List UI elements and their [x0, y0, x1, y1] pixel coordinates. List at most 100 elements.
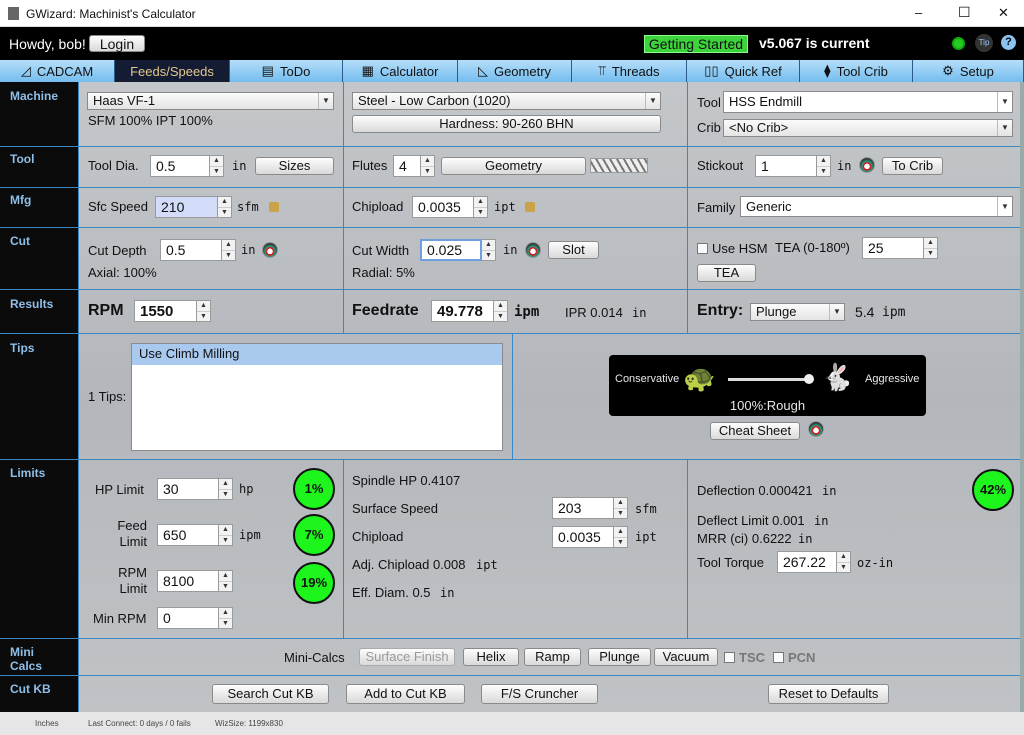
lock-icon[interactable]	[525, 202, 535, 212]
gauge-icon[interactable]	[859, 157, 875, 173]
lock-icon[interactable]	[269, 202, 279, 212]
surface-speed-input[interactable]	[552, 497, 614, 519]
tab-setup[interactable]: ⚙ Setup	[913, 60, 1024, 82]
crib-select[interactable]: <No Crib> ▼	[723, 119, 1013, 137]
stepper-arrows[interactable]: ▲ ▼	[837, 551, 851, 573]
use-hsm-checkbox[interactable]	[697, 243, 708, 254]
cut-width-stepper[interactable]: ▲▼	[420, 239, 496, 261]
gauge-icon[interactable]	[525, 242, 541, 258]
rpm-limit-input[interactable]	[157, 570, 219, 592]
cut-depth-input[interactable]	[160, 239, 222, 261]
stepper-arrows[interactable]: ▲ ▼	[817, 155, 831, 177]
rpm-stepper[interactable]: ▲▼	[134, 300, 211, 322]
tips-list[interactable]: Use Climb Milling	[131, 343, 503, 451]
tab-feeds-speeds[interactable]: Feeds/Speeds	[115, 60, 230, 82]
sfc-speed-input[interactable]	[155, 196, 218, 218]
stepper-arrows[interactable]: ▲ ▼	[218, 196, 232, 218]
stepper-arrows[interactable]: ▲ ▼	[614, 497, 628, 519]
tips-list-item[interactable]: Use Climb Milling	[132, 344, 502, 365]
sfc-speed-stepper[interactable]: ▲▼	[155, 196, 232, 218]
limits-chipload-stepper[interactable]: ▲▼	[552, 526, 628, 548]
tab-todo[interactable]: ▤ ToDo	[230, 60, 343, 82]
aggressiveness-slider[interactable]	[728, 378, 808, 381]
help-icon[interactable]: ?	[1001, 35, 1016, 50]
stepper-arrows[interactable]: ▲ ▼	[474, 196, 488, 218]
hp-limit-input[interactable]	[157, 478, 219, 500]
min-rpm-input[interactable]	[157, 607, 219, 629]
cut-width-input[interactable]	[420, 239, 482, 261]
to-crib-button[interactable]: To Crib	[882, 157, 943, 175]
stepper-arrows[interactable]: ▲ ▼	[482, 239, 496, 261]
fs-cruncher-button[interactable]: F/S Cruncher	[481, 684, 598, 704]
family-select[interactable]: Generic ▼	[740, 196, 1013, 217]
ramp-button[interactable]: Ramp	[524, 648, 581, 666]
flutes-input[interactable]	[393, 155, 421, 177]
stepper-arrows[interactable]: ▲ ▼	[219, 570, 233, 592]
stepper-arrows[interactable]: ▲ ▼	[197, 300, 211, 322]
feed-limit-input[interactable]	[157, 524, 219, 546]
helix-button[interactable]: Helix	[463, 648, 519, 666]
tsc-checkbox[interactable]	[724, 652, 735, 663]
cheat-sheet-button[interactable]: Cheat Sheet	[710, 422, 800, 440]
tab-geometry[interactable]: ◺ Geometry	[458, 60, 572, 82]
stepper-arrows[interactable]: ▲ ▼	[219, 607, 233, 629]
chipload-input[interactable]	[412, 196, 474, 218]
gauge-icon[interactable]	[262, 242, 278, 258]
stepper-arrows[interactable]: ▲ ▼	[219, 478, 233, 500]
tool-dia-stepper[interactable]: ▲▼	[150, 155, 224, 177]
flutes-stepper[interactable]: ▲▼	[393, 155, 435, 177]
stepper-arrows[interactable]: ▲ ▼	[222, 239, 236, 261]
stickout-input[interactable]	[755, 155, 817, 177]
surface-speed-stepper[interactable]: ▲▼	[552, 497, 628, 519]
cut-depth-stepper[interactable]: ▲▼	[160, 239, 236, 261]
min-rpm-stepper[interactable]: ▲▼	[157, 607, 233, 629]
feedrate-stepper[interactable]: ▲▼	[431, 300, 508, 322]
stepper-arrows[interactable]: ▲ ▼	[494, 300, 508, 322]
tab-tool-crib[interactable]: ⧫ Tool Crib	[800, 60, 913, 82]
minimize-button[interactable]: –	[915, 5, 923, 20]
stepper-arrows[interactable]: ▲ ▼	[421, 155, 435, 177]
stepper-arrows[interactable]: ▲ ▼	[924, 237, 938, 259]
stickout-stepper[interactable]: ▲▼	[755, 155, 831, 177]
hardness-button[interactable]: Hardness: 90-260 BHN	[352, 115, 661, 133]
tea-stepper[interactable]: ▲▼	[862, 237, 938, 259]
tab-calculator[interactable]: ▦ Calculator	[343, 60, 458, 82]
getting-started-button[interactable]: Getting Started	[644, 35, 748, 53]
slot-button[interactable]: Slot	[548, 241, 599, 259]
hp-limit-stepper[interactable]: ▲▼	[157, 478, 233, 500]
tea-input[interactable]	[862, 237, 924, 259]
feedrate-input[interactable]	[431, 300, 494, 322]
tab-threads[interactable]: ⫪ Threads	[572, 60, 687, 82]
search-cut-kb-button[interactable]: Search Cut KB	[212, 684, 329, 704]
machine-select[interactable]: Haas VF-1 ▼	[87, 92, 334, 110]
rpm-input[interactable]	[134, 300, 197, 322]
login-button[interactable]: Login	[89, 35, 145, 52]
maximize-button[interactable]: ☐	[958, 4, 971, 20]
refresh-icon[interactable]	[952, 37, 965, 50]
surface-finish-button[interactable]: Surface Finish	[359, 648, 455, 666]
vacuum-button[interactable]: Vacuum	[654, 648, 718, 666]
add-to-cut-kb-button[interactable]: Add to Cut KB	[346, 684, 465, 704]
reset-defaults-button[interactable]: Reset to Defaults	[768, 684, 889, 704]
tool-torque-input[interactable]	[777, 551, 837, 573]
tip-icon[interactable]: Tip	[975, 34, 993, 52]
geometry-button[interactable]: Geometry	[441, 157, 586, 175]
tea-button[interactable]: TEA	[697, 264, 756, 282]
slider-handle[interactable]	[804, 374, 814, 384]
chipload-stepper[interactable]: ▲▼	[412, 196, 488, 218]
close-button[interactable]: ✕	[998, 5, 1009, 20]
tab-cadcam[interactable]: ◿ CADCAM	[0, 60, 115, 82]
stepper-arrows[interactable]: ▲ ▼	[219, 524, 233, 546]
stepper-arrows[interactable]: ▲ ▼	[614, 526, 628, 548]
material-select[interactable]: Steel - Low Carbon (1020) ▼	[352, 92, 661, 110]
pcn-checkbox[interactable]	[773, 652, 784, 663]
rpm-limit-stepper[interactable]: ▲▼	[157, 570, 233, 592]
feed-limit-stepper[interactable]: ▲▼	[157, 524, 233, 546]
tool-torque-stepper[interactable]: ▲▼	[777, 551, 851, 573]
tool-dia-input[interactable]	[150, 155, 210, 177]
entry-select[interactable]: Plunge ▼	[750, 303, 845, 321]
plunge-button[interactable]: Plunge	[588, 648, 651, 666]
stepper-arrows[interactable]: ▲ ▼	[210, 155, 224, 177]
sizes-button[interactable]: Sizes	[255, 157, 334, 175]
gauge-icon[interactable]	[808, 421, 824, 437]
